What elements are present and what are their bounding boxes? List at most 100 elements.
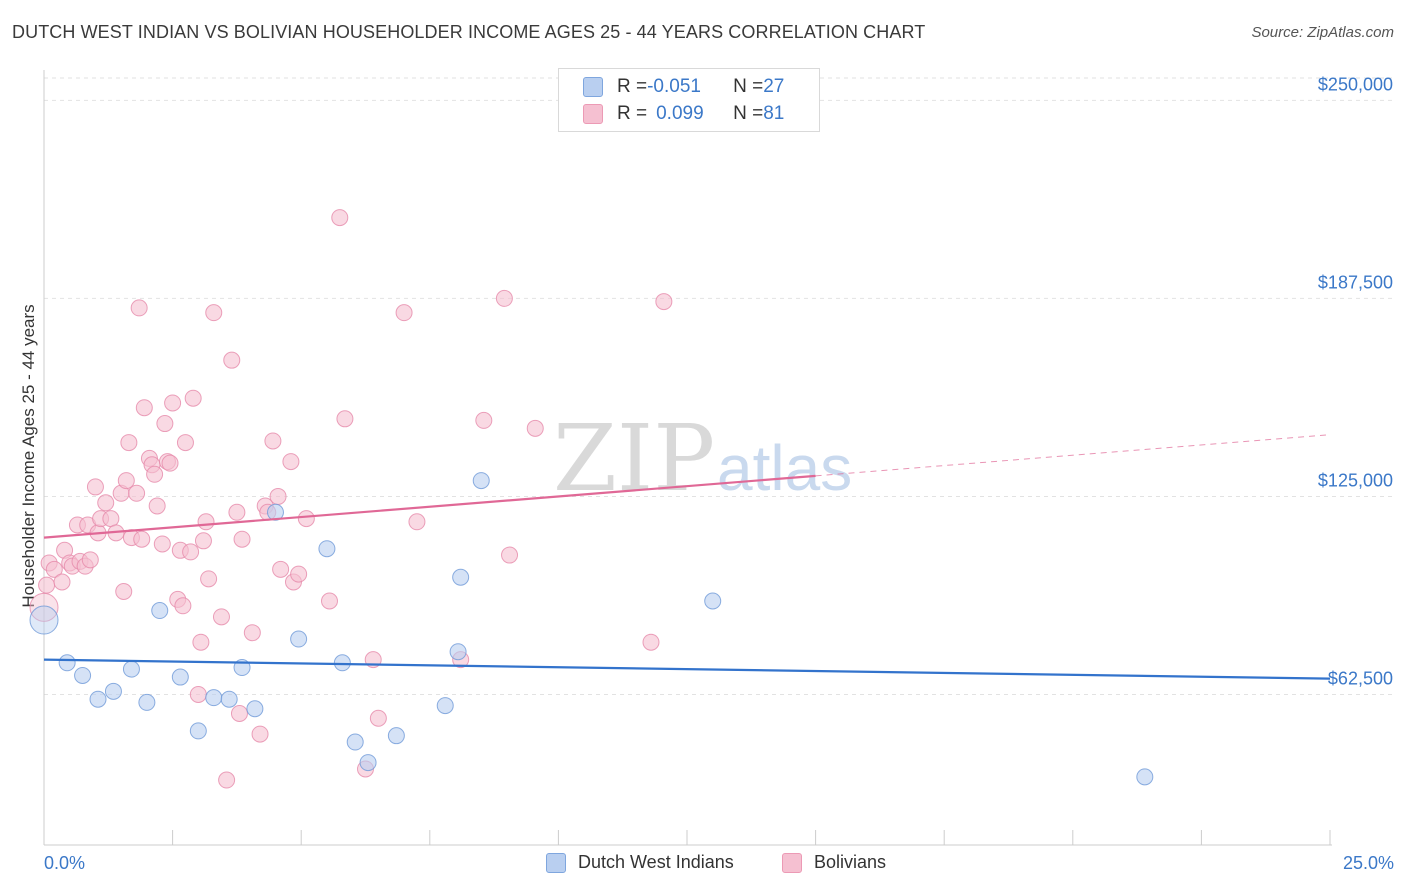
dutch-west-indian-point xyxy=(449,643,467,661)
y-tick-labels: $62,500 $125,000 $187,500 $250,000 xyxy=(1318,74,1393,688)
bolivian-point xyxy=(218,771,236,789)
dutch-west-indian-point xyxy=(472,472,490,490)
legend-r-label: R = xyxy=(617,103,648,124)
legend-row-bolivians: R = 0.099 N = 81 xyxy=(583,102,784,126)
y-tick-label: $187,500 xyxy=(1318,272,1393,292)
x-tick-marks xyxy=(43,830,1331,845)
bolivian-point xyxy=(176,434,194,452)
legend-swatch-blue xyxy=(583,77,603,97)
x-tick-label-max: 25.0% xyxy=(1343,853,1394,873)
bolivian-point xyxy=(223,351,241,369)
bolivian-point xyxy=(272,560,290,578)
bolivian-point xyxy=(81,551,99,569)
bolivian-point xyxy=(297,510,315,528)
bolivian-point xyxy=(161,454,179,472)
dutch-west-indian-point xyxy=(138,693,156,711)
bolivian-point xyxy=(86,478,104,496)
legend-n-label: N = xyxy=(733,103,764,124)
bolivian-point xyxy=(184,389,202,407)
bolivian-point xyxy=(182,543,200,561)
bolivian-point xyxy=(264,432,282,450)
bolivian-point xyxy=(331,209,349,227)
bolivian-point xyxy=(233,530,251,548)
bolivian-point xyxy=(117,472,135,490)
bolivians-points xyxy=(29,209,673,789)
bolivian-point xyxy=(29,592,59,622)
bolivian-point xyxy=(251,725,269,743)
bolivian-point xyxy=(475,411,493,429)
bolivian-point xyxy=(53,573,71,591)
legend-r-value: -0.051 xyxy=(647,76,701,97)
dutch-west-indian-point xyxy=(246,700,264,718)
bottom-legend-dutch-west-indians: Dutch West Indians xyxy=(546,852,734,873)
dutch-west-indian-point xyxy=(104,682,122,700)
bolivian-point xyxy=(205,304,223,322)
dutch-west-indian-point xyxy=(122,660,140,678)
bolivian-point xyxy=(174,597,192,615)
dutch-west-indian-point xyxy=(436,697,454,715)
legend-r-value: 0.099 xyxy=(656,103,704,124)
legend-n-label: N = xyxy=(733,76,764,97)
bottom-legend-swatch-pink xyxy=(782,852,802,873)
bolivian-point xyxy=(130,299,148,317)
legend-row-dutch-west-indians: R = -0.051 N = 27 xyxy=(583,75,784,99)
bolivians-trend-line xyxy=(43,474,816,539)
bolivian-point xyxy=(115,583,133,601)
bolivian-point xyxy=(148,497,166,515)
dutch-west-indian-point xyxy=(333,654,351,672)
dutch-west-indian-point xyxy=(220,690,238,708)
bolivian-point xyxy=(146,465,164,483)
bolivian-point xyxy=(228,503,246,521)
dutch-west-indian-point xyxy=(74,666,92,684)
bolivian-point xyxy=(655,293,673,311)
dutch-west-indian-point xyxy=(266,503,284,521)
dutch-west-indian-point xyxy=(171,668,189,686)
correlation-legend: R = -0.051 N = 27 R = 0.099 N = 81 xyxy=(558,68,820,132)
bolivian-point xyxy=(501,546,519,564)
y-tick-label: $62,500 xyxy=(1328,668,1393,688)
bolivian-point xyxy=(45,560,63,578)
bolivians-trend-extension xyxy=(815,434,1331,477)
dutch-west-indian-point xyxy=(151,602,169,620)
bolivian-point xyxy=(128,484,146,502)
dutch-west-indian-point xyxy=(205,689,223,707)
bottom-legend-swatch-blue xyxy=(546,852,566,873)
dutch-west-indians-trend-line xyxy=(43,658,1331,680)
x-tick-label-min: 0.0% xyxy=(44,853,85,873)
bolivian-point xyxy=(156,415,174,433)
bolivian-point xyxy=(290,565,308,583)
y-tick-label: $250,000 xyxy=(1318,74,1393,94)
bottom-legend-label: Dutch West Indians xyxy=(578,852,734,872)
bolivian-point xyxy=(495,289,513,307)
bottom-legend-label: Bolivians xyxy=(814,852,887,872)
legend-n-value: 81 xyxy=(763,103,785,124)
bolivian-point xyxy=(97,494,115,512)
y-axis-label: Householder Income Ages 25 - 44 years xyxy=(19,304,38,607)
bolivian-point xyxy=(526,419,544,437)
bolivian-point xyxy=(194,532,212,550)
bolivian-point xyxy=(197,513,215,531)
bolivian-point xyxy=(38,576,56,594)
bolivian-point xyxy=(133,530,151,548)
dutch-west-indian-point xyxy=(704,592,722,610)
x-tick-labels: 0.0% 25.0% xyxy=(44,853,1394,873)
legend-r-label: R = xyxy=(617,76,648,97)
chart-title: DUTCH WEST INDIAN VS BOLIVIAN HOUSEHOLDE… xyxy=(12,22,926,42)
bolivian-point xyxy=(282,453,300,471)
dutch-west-indian-point xyxy=(318,540,336,558)
chart-source: Source: ZipAtlas.com xyxy=(1251,24,1394,41)
bolivian-point xyxy=(164,394,182,412)
bolivian-point xyxy=(153,535,171,553)
bolivian-point xyxy=(320,592,338,610)
legend-swatch-pink xyxy=(583,104,603,124)
bolivian-point xyxy=(336,410,354,428)
dutch-west-indian-point xyxy=(290,630,308,648)
dutch-west-indian-point xyxy=(359,754,377,772)
dutch-west-indian-point xyxy=(89,690,107,708)
bolivian-point xyxy=(192,633,210,651)
bottom-legend-bolivians: Bolivians xyxy=(782,852,886,873)
bolivian-point xyxy=(369,709,387,727)
watermark-atlas: atlas xyxy=(717,432,852,504)
bolivian-point xyxy=(189,685,207,703)
